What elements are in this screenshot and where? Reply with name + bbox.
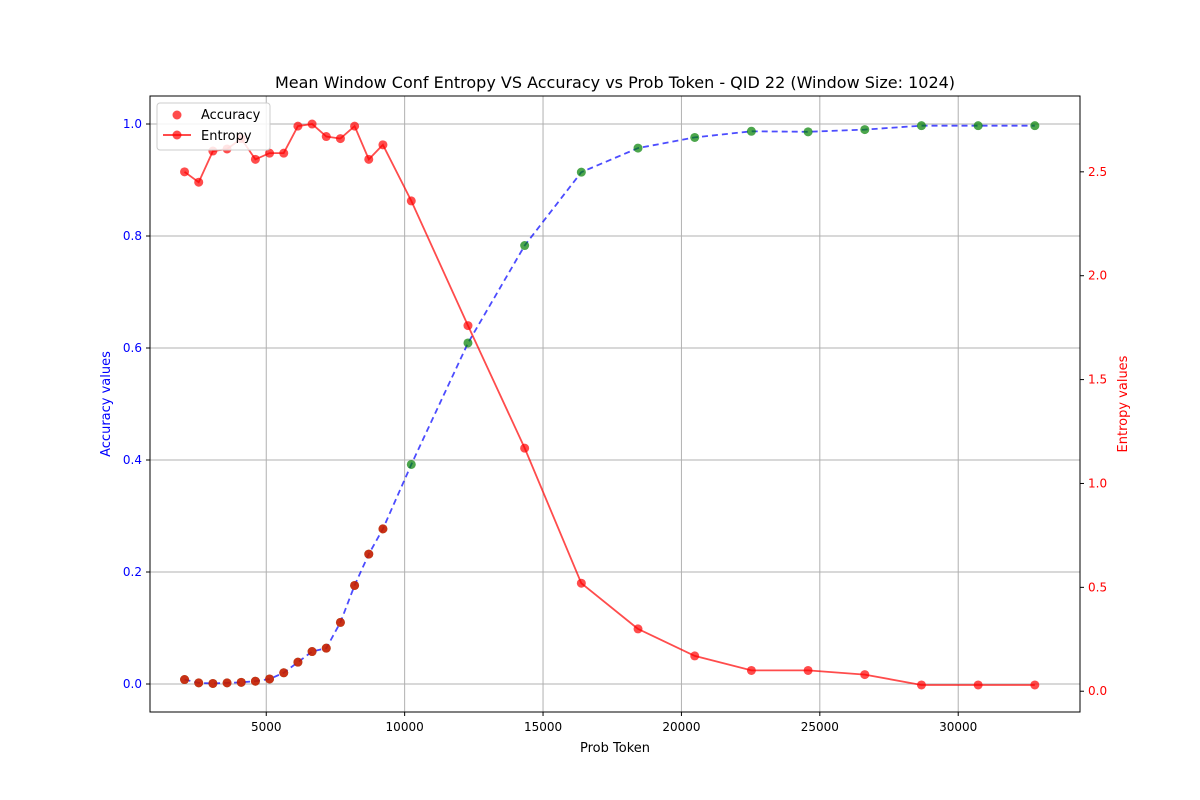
entropy-point [307,119,317,129]
entropy-point [633,624,643,634]
entropy-point [279,148,289,158]
axes: 5000 10000 15000 20000 25000 30000 0.0 0.2 0.4 0.… [123,117,1107,734]
accuracy-scatter-point [364,549,374,559]
entropy-point [321,132,331,142]
accuracy-point [1030,121,1040,131]
accuracy-point [746,126,756,136]
accuracy-point [406,459,416,469]
chart-title: Mean Window Conf Entropy VS Accuracy vs … [275,73,955,92]
left-y-tick-label: 0.0 [123,677,142,691]
entropy-point [690,651,700,661]
accuracy-scatter-point [350,580,360,590]
accuracy-scatter-point [222,678,232,688]
plot-frame [149,95,1081,713]
accuracy-scatter-point [321,643,331,653]
left-y-tick-label: 0.6 [123,341,142,355]
entropy-point [860,670,870,680]
accuracy-point [973,121,983,131]
accuracy-scatter-point [378,524,388,534]
accuracy-point [690,132,700,142]
entropy-point [463,321,473,331]
accuracy-scatter-point [180,675,190,685]
entropy-point [378,140,388,150]
left-y-tick-label: 0.8 [123,229,142,243]
entropy-point [250,154,260,164]
entropy-point [520,443,530,453]
entropy-point [293,121,303,131]
right-axis-label: Entropy values [1116,355,1131,452]
x-axis-label: Prob Token [580,741,650,756]
accuracy-point [803,127,813,137]
entropy-point [576,578,586,588]
right-y-tick-label: 2.5 [1088,165,1107,179]
accuracy-point [463,338,473,348]
accuracy-point [860,125,870,135]
legend: Accuracy Entropy [156,102,271,151]
accuracy-scatter-point [194,678,204,688]
legend-entropy-marker [172,130,182,140]
x-tick-label: 30000 [939,720,977,734]
entropy-point [194,177,204,187]
accuracy-point [576,167,586,177]
x-tick-label: 25000 [801,720,839,734]
accuracy-scatter-point [279,668,289,678]
x-tick-label: 10000 [386,720,424,734]
right-y-tick-label: 1.5 [1088,373,1107,387]
x-tick-label: 20000 [662,720,700,734]
entropy-point [335,134,345,144]
right-y-tick-label: 1.0 [1088,476,1107,490]
accuracy-scatter-point [265,674,275,684]
accuracy-point [916,121,926,131]
right-y-tick-label: 0.0 [1088,684,1107,698]
grid [150,96,1080,712]
left-axis-label: Accuracy values [99,351,114,457]
entropy-point [350,121,360,131]
series-layer [180,119,1040,690]
entropy-point [746,665,756,675]
legend-entropy-label: Entropy [201,129,252,144]
legend-accuracy-label: Accuracy [201,108,261,123]
legend-box [156,102,271,151]
entropy-point [364,154,374,164]
accuracy-scatter-point [307,647,317,657]
accuracy-scatter-point [293,657,303,667]
entropy-point [803,665,813,675]
entropy-point [265,148,275,158]
entropy-point [180,167,190,177]
accuracy-point [520,241,530,251]
accuracy-scatter-point [236,677,246,687]
accuracy-scatter-point [250,676,260,686]
entropy-point [406,196,416,206]
entropy-point [1030,680,1040,690]
accuracy-point [633,143,643,153]
entropy-point [973,680,983,690]
legend-accuracy-marker [172,110,182,120]
accuracy-scatter-point [208,678,218,688]
left-y-tick-label: 0.2 [123,565,142,579]
left-y-tick-label: 1.0 [123,117,142,131]
right-y-tick-label: 2.0 [1088,269,1107,283]
entropy-point [916,680,926,690]
accuracy-scatter-point [335,617,345,627]
right-y-tick-label: 0.5 [1088,580,1107,594]
left-y-tick-label: 0.4 [123,453,142,467]
x-tick-label: 15000 [524,720,562,734]
x-tick-label: 5000 [251,720,282,734]
